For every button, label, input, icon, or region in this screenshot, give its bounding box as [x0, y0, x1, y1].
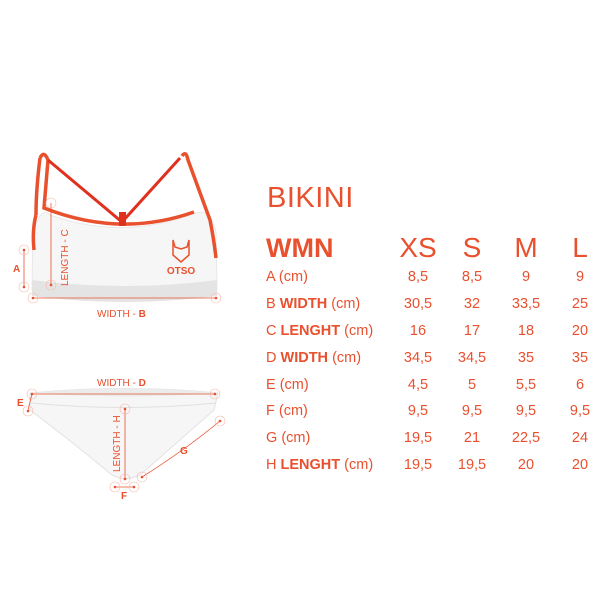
measurement-value: 5,5: [515, 376, 537, 393]
bikini-bottom-illustration: WIDTH - D E LENGTH - H G F: [17, 378, 226, 502]
table-row: H LENGHT (cm) 19,5 19,5 20 20: [266, 452, 607, 479]
measurement-label: C LENGHT (cm): [266, 322, 374, 339]
measurement-label: B WIDTH (cm): [266, 296, 361, 313]
length-h-label: LENGTH - H: [112, 415, 123, 472]
measurement-value: 35: [517, 349, 535, 366]
measurement-value: 9,5: [461, 403, 483, 420]
gender-header: WMN: [266, 233, 334, 263]
measurement-value: 6: [575, 376, 585, 393]
measurement-value: 19,5: [403, 456, 433, 473]
table-row: D WIDTH (cm) 34,5 34,5 35 35: [266, 344, 607, 371]
measurement-value: 20: [571, 322, 589, 339]
table-row: F (cm) 9,5 9,5 9,5 9,5: [266, 398, 607, 425]
measurement-label: E (cm): [266, 376, 309, 393]
measurement-value: 8,5: [461, 269, 483, 286]
bikini-diagram: OTSO LENGTH - C A WIDTH - B WIDTH - D E …: [13, 152, 226, 502]
measurement-value: 30,5: [403, 296, 433, 313]
table-row: G (cm) 19,5 21 22,5 24: [266, 425, 607, 452]
size-header: S: [462, 232, 482, 263]
measurement-value: 17: [463, 322, 481, 339]
measurement-value: 9: [521, 269, 531, 286]
measurement-value: 4,5: [407, 376, 429, 393]
measurement-value: 33,5: [511, 296, 541, 313]
measurement-value: 20: [571, 456, 589, 473]
measurement-value: 19,5: [403, 430, 433, 447]
wolf-logo-icon: [172, 239, 190, 263]
size-chart-table: WMN XS S M L A (cm) 8,5 8,5 9 9 B WIDTH (cm) 3…: [266, 232, 607, 478]
measurement-label: F (cm): [266, 403, 308, 420]
logo-text: OTSO: [167, 266, 196, 277]
f-label: F: [121, 491, 127, 502]
measurement-value: 35: [571, 349, 589, 366]
measurement-value: 9,5: [407, 403, 429, 420]
a-label: A: [13, 264, 20, 275]
size-header: L: [572, 232, 588, 263]
measurement-value: 5: [467, 376, 477, 393]
size-header: XS: [399, 232, 437, 263]
measurement-value: 18: [517, 322, 535, 339]
measurement-value: 20: [517, 456, 535, 473]
measurement-value: 34,5: [457, 349, 487, 366]
table-row: E (cm) 4,5 5 5,5 6: [266, 371, 607, 398]
measurement-label: D WIDTH (cm): [266, 349, 362, 366]
measurement-value: 9: [575, 269, 585, 286]
measurement-value: 34,5: [403, 349, 433, 366]
size-header-row: WMN XS S M L: [266, 232, 607, 264]
length-c-label: LENGTH - C: [60, 229, 71, 286]
e-label: E: [17, 398, 24, 409]
measurement-value: 8,5: [407, 269, 429, 286]
table-row: C LENGHT (cm) 16 17 18 20: [266, 318, 607, 345]
measurement-value: 9,5: [569, 403, 591, 420]
measurement-label: G (cm): [266, 430, 311, 447]
bikini-top-illustration: OTSO LENGTH - C A WIDTH - B: [13, 152, 222, 320]
measurement-value: 9,5: [515, 403, 537, 420]
width-d-label: WIDTH - D: [97, 378, 146, 389]
measurement-value: 22,5: [511, 430, 541, 447]
measurement-value: 24: [571, 430, 589, 447]
size-header: M: [514, 232, 538, 263]
measurement-value: 16: [409, 322, 427, 339]
table-row: B WIDTH (cm) 30,5 32 33,5 25: [266, 291, 607, 318]
measurement-value: 32: [463, 296, 481, 313]
measurement-label: H LENGHT (cm): [266, 456, 374, 473]
measurement-value: 25: [571, 296, 589, 313]
width-b-label: WIDTH - B: [97, 309, 146, 320]
table-row: A (cm) 8,5 8,5 9 9: [266, 264, 607, 291]
measurement-label: A (cm): [266, 269, 308, 286]
g-label: G: [180, 446, 188, 457]
measurement-value: 21: [463, 430, 481, 447]
measurement-value: 19,5: [457, 456, 487, 473]
page-title: BIKINI: [267, 182, 354, 214]
